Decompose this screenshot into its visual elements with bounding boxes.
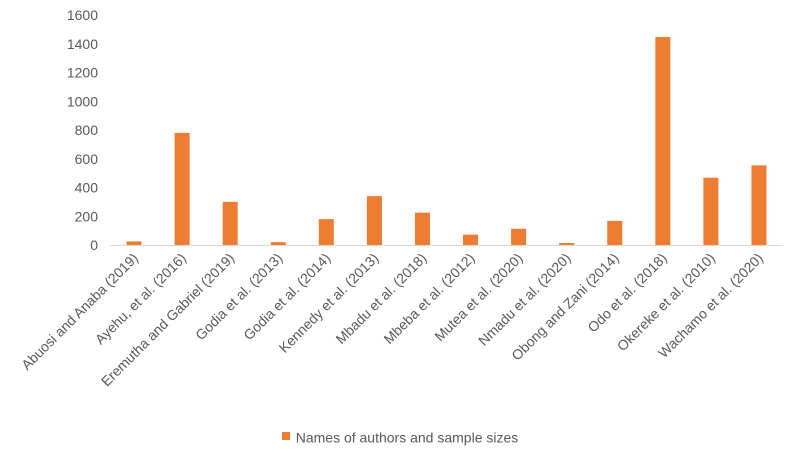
bar xyxy=(607,220,623,245)
x-tick-label: Mbadu et al. (2018) xyxy=(332,250,429,347)
y-tick-label: 1400 xyxy=(67,36,98,52)
y-tick-label: 1000 xyxy=(67,93,98,109)
x-tick-label: Nmadu et al. (2020) xyxy=(475,250,574,349)
y-tick-label: 800 xyxy=(75,122,99,138)
legend-swatch xyxy=(281,432,290,441)
bar xyxy=(751,165,767,245)
y-tick-label: 200 xyxy=(75,208,99,224)
bar xyxy=(366,196,382,245)
x-tick-label: Mbeba et al. (2012) xyxy=(380,250,477,347)
bar xyxy=(270,242,286,245)
bar xyxy=(463,234,479,245)
legend-label: Names of authors and sample sizes xyxy=(295,429,519,446)
bar xyxy=(703,177,719,245)
bar xyxy=(126,241,142,245)
bar xyxy=(174,132,190,245)
bar xyxy=(222,201,238,245)
y-tick-label: 400 xyxy=(75,180,99,196)
y-tick-label: 1200 xyxy=(67,65,98,81)
x-tick-label: Mutea et al. (2020) xyxy=(431,250,525,344)
x-tick-label: Godia et al. (2014) xyxy=(240,250,333,343)
y-tick-label: 0 xyxy=(90,237,98,253)
x-tick-label: Ayehu, et al. (2016) xyxy=(92,250,190,348)
bar xyxy=(414,212,430,245)
bar xyxy=(318,219,334,245)
legend: Names of authors and sample sizes xyxy=(0,428,800,445)
x-tick-label: Godia et al. (2013) xyxy=(192,250,285,343)
bar xyxy=(559,242,575,245)
y-tick-label: 1600 xyxy=(67,7,98,23)
bar xyxy=(511,228,527,245)
y-tick-label: 600 xyxy=(75,151,99,167)
bar xyxy=(655,36,671,246)
